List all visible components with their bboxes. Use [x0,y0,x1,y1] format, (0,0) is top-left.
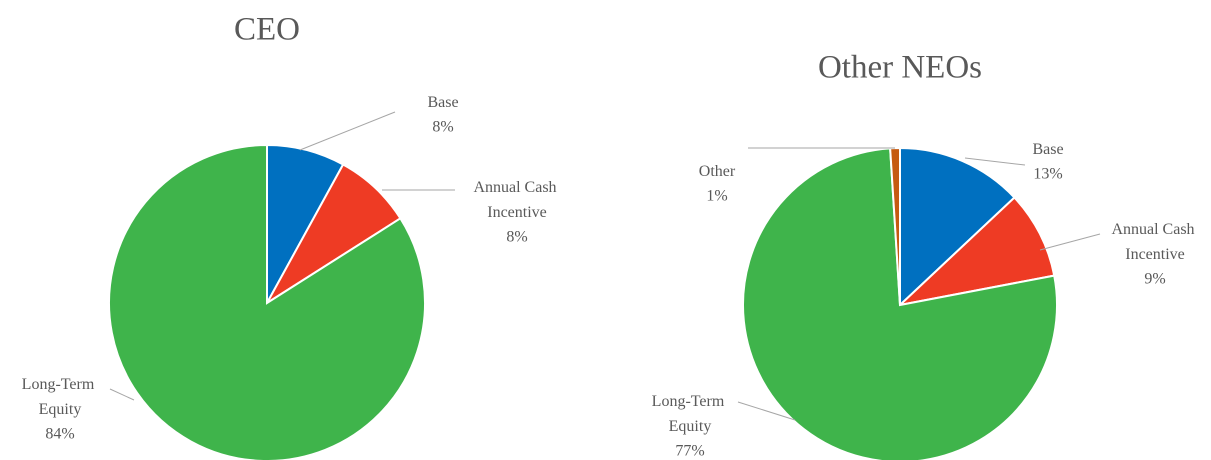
slice-label: Long-Term Equity [22,376,99,418]
pie-slice [896,196,1056,307]
leader-line [109,388,135,401]
slice-label: Long-Term Equity [652,393,729,435]
pie-slice [108,143,426,460]
value-label: 77% [675,443,704,460]
leader-line [1039,233,1101,251]
leader-line [737,401,796,421]
slice-label: Annual Cash Incentive [473,179,560,221]
chart-title: CEO [234,12,300,48]
slice-label: Other [699,163,736,180]
value-label: 8% [506,229,527,246]
chart-title: Other NEOs [818,50,982,86]
slice-label: Annual Cash Incentive [1111,221,1198,263]
value-label: 13% [1033,166,1062,183]
value-label: 8% [432,119,453,136]
slice-label: Base [427,94,458,111]
leader-line [299,111,396,151]
slice-label: Base [1032,141,1063,158]
pie-slice [742,147,1058,460]
value-label: 84% [45,426,74,443]
value-label: 9% [1144,271,1165,288]
pie-slice [899,146,1016,308]
value-label: 1% [706,188,727,205]
leader-line [964,157,1026,166]
